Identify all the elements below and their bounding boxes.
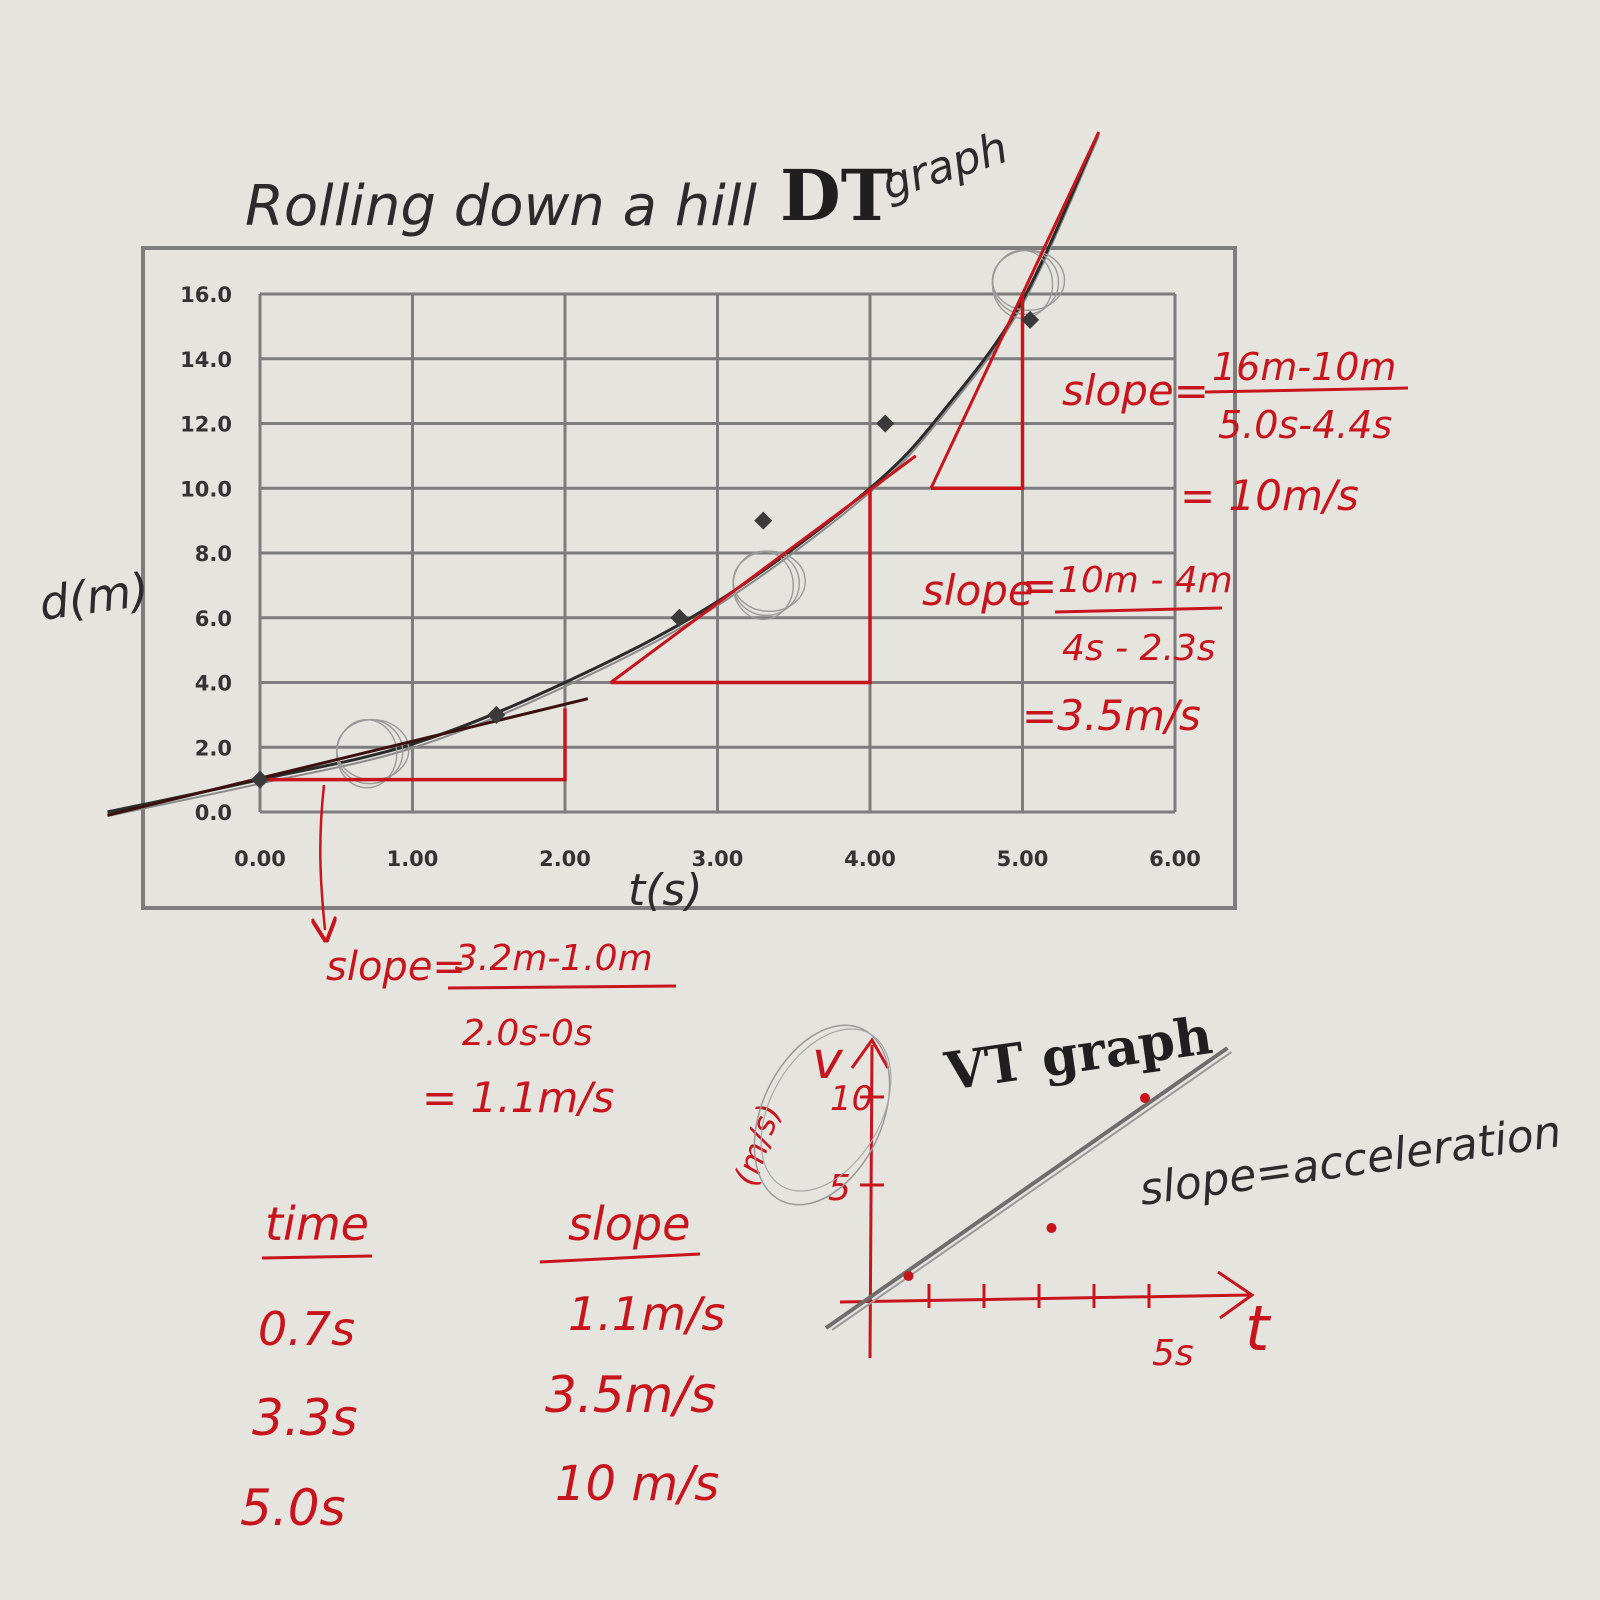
- vt-unit-circle-scribble: [753, 1024, 891, 1206]
- table-header-slope: slope: [568, 1197, 690, 1251]
- table-header-time: time: [265, 1197, 369, 1251]
- dt-y-tick-label-0: 0.0: [195, 801, 232, 825]
- slope2-equals: =: [1022, 561, 1057, 610]
- dt-slope-triangle-2: [931, 294, 1025, 490]
- slope3-result: = 1.1m/s: [422, 1073, 614, 1122]
- dt-slope-triangle-1: [610, 488, 872, 685]
- vt-data-points: [903, 1093, 1150, 1281]
- slope1-label: slope=: [1062, 366, 1209, 415]
- vt-trend-line-stroke: [824, 1046, 1229, 1330]
- table-row-1-slope: 1.1m/s: [568, 1287, 725, 1341]
- dt-x-tick-label-0: 0.00: [234, 847, 286, 871]
- slope1-result: = 10m/s: [1180, 471, 1359, 520]
- dt-y-tick-label-1: 2.0: [195, 736, 232, 760]
- vt-y-axis-arrowhead: [850, 1037, 890, 1069]
- dt-data-point-0: [251, 770, 269, 789]
- slope1-fraction-bar: [1204, 386, 1409, 394]
- dt-x-tick-label-6: 6.00: [1149, 847, 1201, 871]
- table-header-time-underline: [261, 1254, 373, 1260]
- dt-y-tick-label-5: 10.0: [180, 477, 232, 501]
- dt-x-tick-label-2: 2.00: [539, 847, 591, 871]
- vt-x-tick-label: 5s: [1152, 1333, 1194, 1374]
- chart-title: Rolling down a hill: [245, 174, 757, 239]
- dt-data-point-5: [1021, 310, 1040, 329]
- table-row-1-time: 0.7s: [258, 1302, 355, 1356]
- slope2-label: slope: [922, 566, 1034, 615]
- vt-data-point-2: [1140, 1093, 1150, 1103]
- dt-x-tick-label-5: 5.00: [997, 847, 1049, 871]
- vt-x-axis: [839, 1293, 1251, 1304]
- dt-circle-scribble-2-2: [991, 249, 1066, 311]
- slope2-fraction-bar: [1054, 606, 1223, 614]
- dt-y-tick-label-4: 8.0: [195, 542, 232, 566]
- dt-x-tick-label-4: 4.00: [844, 847, 896, 871]
- vt-x-axis-label: t: [1245, 1292, 1272, 1365]
- vt-data-point-0: [903, 1271, 914, 1281]
- slope3-label: slope=: [326, 944, 466, 990]
- dt-tangent-line-1: [609, 454, 917, 684]
- dt-data-point-3: [754, 511, 773, 530]
- vt-trend-line: [824, 1046, 1233, 1331]
- slope2-result: =3.5m/s: [1022, 691, 1201, 740]
- slope1-numerator: 16m-10m: [1212, 345, 1396, 389]
- dt-slope-triangle-0: [260, 708, 567, 782]
- dt-data-point-1: [487, 705, 506, 724]
- dt-title: DT: [780, 154, 893, 237]
- vt-x-ticks: [927, 1284, 1151, 1308]
- slope3-denominator: 2.0s-0s: [462, 1013, 593, 1054]
- table-header-slope-underline: [539, 1252, 701, 1264]
- slope3-numerator: 3.2m-1.0m: [455, 938, 653, 979]
- dt-y-tick-label-8: 16.0: [180, 283, 232, 307]
- dt-x-ticks: 0.00 1.00 2.00 3.00 4.00 5.00 6.00: [234, 847, 1201, 871]
- slope3-arrow: [320, 784, 325, 930]
- vt-trend-line-sketch: [831, 1051, 1233, 1331]
- slope2-numerator: 10m - 4m: [1058, 560, 1233, 601]
- vt-data-point-1: [1046, 1223, 1057, 1233]
- vt-x-axis-arrowhead: [1217, 1270, 1255, 1320]
- vt-y-axis-label: v: [812, 1031, 844, 1091]
- dt-circled-points: [336, 249, 1066, 789]
- dt-data-point-4: [876, 414, 895, 433]
- dt-circle-scribble-1-2: [732, 550, 806, 613]
- dt-tangent-line-0: [107, 697, 589, 817]
- table-row-2-slope: 3.5m/s: [545, 1366, 716, 1424]
- slope2-denominator: 4s - 2.3s: [1062, 628, 1216, 669]
- table-row-3-time: 5.0s: [240, 1479, 346, 1537]
- dt-x-tick-label-1: 1.00: [387, 847, 439, 871]
- table-row-3-slope: 10 m/s: [555, 1456, 719, 1512]
- dt-data-point-2: [670, 608, 689, 627]
- dt-y-tick-label-2: 4.0: [195, 672, 232, 696]
- dt-y-ticks: 0.0 2.0 4.0 6.0 8.0 10.0 12.0 14.0 16.0: [180, 283, 232, 825]
- dt-chart-frame: [141, 246, 1237, 910]
- dt-y-tick-label-3: 6.0: [195, 607, 232, 631]
- slope3-fraction-bar: [447, 984, 677, 990]
- dt-tangents: [107, 131, 1101, 817]
- vt-y-tick-label-10: 10: [830, 1079, 873, 1119]
- dt-y-tick-label-6: 12.0: [180, 413, 232, 437]
- dt-x-tick-label-3: 3.00: [692, 847, 744, 871]
- dt-tangent-line-2: [929, 131, 1101, 489]
- dt-x-axis-label: t(s): [628, 865, 703, 916]
- slope1-denominator: 5.0s-4.4s: [1218, 403, 1392, 447]
- table-row-2-time: 3.3s: [252, 1389, 358, 1447]
- vt-unit-circle-scribble-2: [760, 1028, 892, 1192]
- dt-y-tick-label-7: 14.0: [180, 348, 232, 372]
- dt-data-points: [251, 310, 1040, 789]
